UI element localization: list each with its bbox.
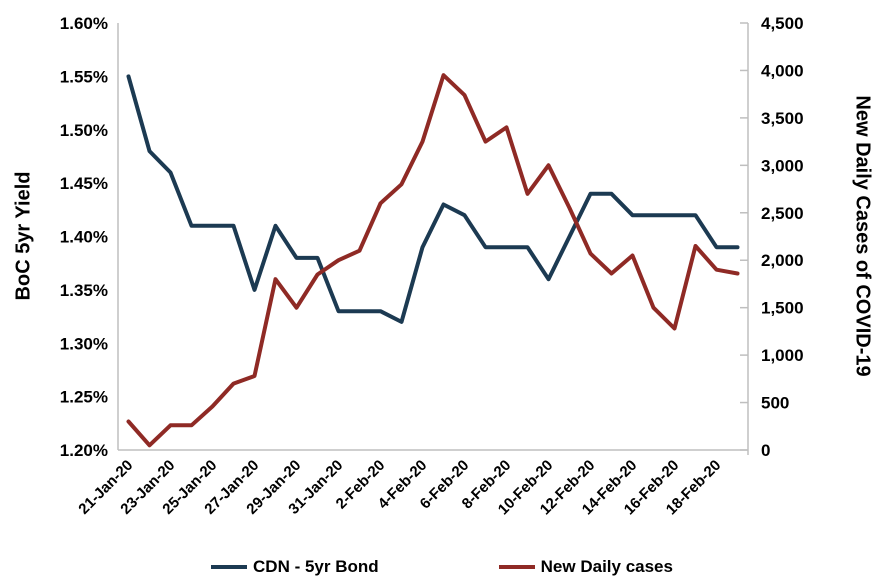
left-axis-title: BoC 5yr Yield — [12, 171, 35, 301]
bond-line-swatch-icon — [211, 565, 248, 569]
left-axis-tick-label: 1.35% — [60, 281, 108, 300]
right-axis-tick-label: 2,500 — [761, 204, 804, 223]
right-axis-tick-label: 3,000 — [761, 156, 804, 175]
left-axis-tick-label: 1.25% — [60, 388, 108, 407]
series-line-1 — [126, 73, 740, 448]
right-axis-tick-label: 4,000 — [761, 61, 804, 80]
right-axis-tick-label: 4,500 — [761, 14, 804, 33]
left-axis-tick-label: 1.60% — [60, 14, 108, 33]
legend: CDN - 5yr Bond New Daily cases — [0, 557, 884, 577]
legend-label-bond: CDN - 5yr Bond — [253, 557, 379, 576]
legend-item-bond: CDN - 5yr Bond — [211, 557, 379, 577]
right-axis-title: New Daily Cases of COVID-19 — [851, 95, 874, 377]
right-axis-tick-label: 2,000 — [761, 251, 804, 270]
right-axis-tick-label: 1,000 — [761, 346, 804, 365]
left-axis-tick-label: 1.50% — [60, 121, 108, 140]
right-axis-tick-label: 1,500 — [761, 299, 804, 318]
left-axis-tick-label: 1.55% — [60, 67, 108, 86]
right-axis-tick-label: 3,500 — [761, 109, 804, 128]
legend-label-cases: New Daily cases — [540, 557, 673, 576]
left-axis-tick-label: 1.40% — [60, 228, 108, 247]
right-axis-tick-label: 0 — [761, 441, 770, 460]
left-axis-tick-label: 1.45% — [60, 174, 108, 193]
left-axis-tick-label: 1.30% — [60, 334, 108, 353]
cases-line-swatch-icon — [498, 565, 535, 569]
series-line-0 — [126, 74, 740, 324]
legend-item-cases: New Daily cases — [498, 557, 673, 577]
right-axis-tick-label: 500 — [761, 394, 789, 413]
left-axis-tick-label: 1.20% — [60, 441, 108, 460]
